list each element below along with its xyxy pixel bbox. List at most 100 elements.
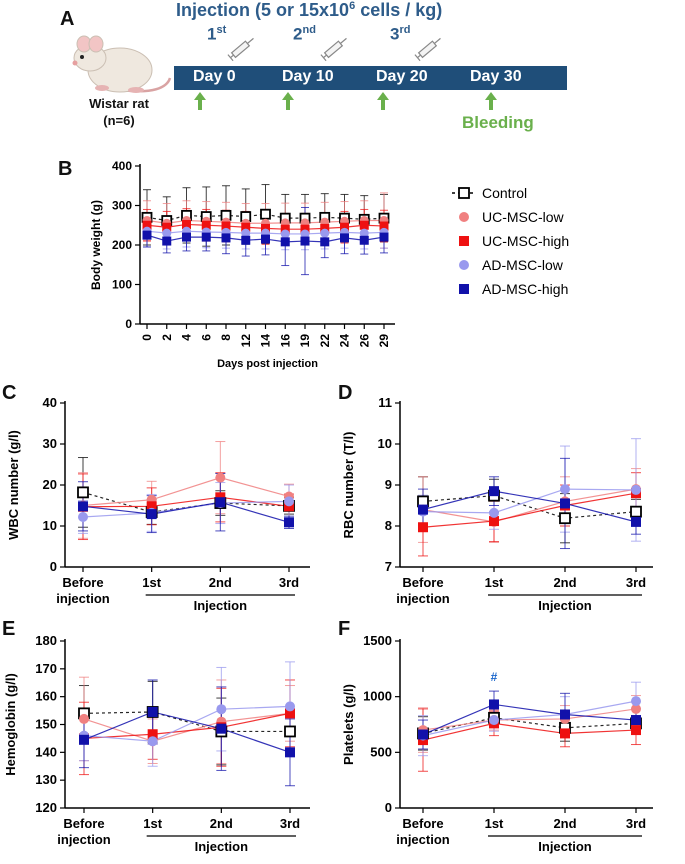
- data-point-ad-msc-high: [418, 504, 428, 515]
- y-tick-label: 300: [112, 199, 132, 213]
- injection-3-suffix: rd: [399, 24, 411, 36]
- series-line-ad-msc-low: [422, 700, 637, 737]
- data-point-ad-msc-high: [489, 699, 499, 710]
- x-tick-label: 2nd: [209, 575, 232, 590]
- data-point-ad-msc-high: [300, 236, 310, 246]
- data-point-ad-msc-low: [216, 704, 227, 715]
- y-tick-label: 140: [35, 744, 57, 759]
- x-tick-label: 2: [160, 334, 174, 341]
- y-axis-label: Body weight (g): [89, 200, 103, 290]
- x-tick-label: 14: [259, 334, 273, 348]
- legend-marker-ad-msc-low: [459, 260, 469, 270]
- injection-2-label: 2nd: [293, 24, 316, 45]
- data-point-uc-msc-low: [631, 703, 641, 714]
- x-tick-label: 3rd: [626, 575, 646, 590]
- y-axis-label: Platelets (g/l): [341, 684, 356, 765]
- data-point-ad-msc-high: [147, 706, 158, 717]
- series-line-ad-msc-high: [422, 490, 637, 523]
- y-axis-label: RBC number (T/l): [341, 432, 356, 539]
- x-tick-label: injection: [396, 591, 450, 606]
- data-point-ad-msc-high: [201, 232, 211, 242]
- y-tick-label: 7: [385, 559, 392, 574]
- data-point-ad-msc-low: [320, 228, 330, 238]
- x-tick-label: 4: [180, 334, 194, 341]
- series-line-control: [83, 711, 290, 733]
- x-tick-label: 12: [239, 334, 253, 348]
- data-point-uc-msc-high: [359, 220, 369, 230]
- data-point-ad-msc-high: [418, 729, 428, 740]
- data-point-uc-msc-high: [142, 220, 152, 230]
- y-tick-label: 120: [35, 800, 57, 815]
- y-tick-label: 8: [385, 518, 392, 533]
- data-point-uc-msc-high: [489, 516, 499, 527]
- data-point-ad-msc-high: [560, 709, 570, 720]
- injection-3-label: 3rd: [390, 24, 410, 45]
- syringe-icon: [227, 37, 254, 62]
- data-point-uc-msc-high: [146, 501, 157, 512]
- timeline-day-20: Day 20: [376, 68, 428, 85]
- x-axis-label: Days post injection: [217, 358, 318, 370]
- injection-1-number: 1: [207, 24, 217, 44]
- data-point-control: [77, 486, 89, 499]
- series-line-uc-msc-high: [422, 492, 637, 528]
- data-point-ad-msc-low: [560, 484, 570, 495]
- x-axis-label: Injection: [195, 839, 249, 854]
- y-tick-label: 1500: [363, 633, 392, 648]
- data-point-uc-msc-high: [261, 223, 270, 233]
- y-tick-label: 10: [378, 436, 392, 451]
- x-tick-label: 1st: [485, 816, 504, 831]
- series-line-ad-msc-low: [83, 705, 291, 742]
- x-tick-label: 3rd: [279, 575, 299, 590]
- data-point-ad-msc-low: [241, 228, 251, 238]
- data-point-ad-msc-low: [631, 696, 641, 707]
- data-point-ad-msc-high: [182, 232, 191, 242]
- data-point-control: [284, 725, 296, 738]
- data-point-ad-msc-high: [560, 498, 570, 509]
- y-tick-label: 0: [385, 800, 392, 815]
- series-line-control: [422, 495, 637, 519]
- x-tick-label: 3rd: [626, 816, 646, 831]
- y-tick-label: 500: [370, 744, 392, 759]
- y-tick-label: 200: [112, 238, 132, 252]
- injection-1-label: 1st: [207, 24, 226, 45]
- y-tick-label: 0: [125, 317, 132, 331]
- panel-letter-c: C: [2, 382, 17, 404]
- data-point-uc-msc-high: [300, 224, 310, 234]
- data-point-ad-msc-high: [379, 232, 389, 242]
- panel-letter-a: A: [60, 8, 75, 30]
- legend-marker-uc-msc-low: [459, 212, 469, 222]
- data-point-ad-msc-high: [162, 236, 172, 246]
- chart-hemoglobin: 120 130 140 150 160 170 180 Hemoglobin (g/l) Bef…: [3, 633, 310, 854]
- data-point-ad-msc-low: [359, 228, 369, 238]
- x-tick-label: Before: [402, 575, 443, 590]
- rat-icon: [72, 35, 172, 93]
- data-point-uc-msc-high: [182, 219, 191, 229]
- data-point-uc-msc-high: [320, 223, 330, 233]
- series-line-uc-msc-low: [422, 708, 637, 731]
- data-point-uc-msc-high: [285, 708, 295, 719]
- y-axis-label: Hemoglobin (g/l): [3, 673, 18, 776]
- x-tick-label: 1st: [142, 575, 161, 590]
- data-point-uc-msc-low: [79, 713, 89, 724]
- data-point-ad-msc-high: [79, 734, 89, 745]
- data-point-ad-msc-high: [261, 234, 270, 244]
- data-point-ad-msc-high: [78, 501, 88, 512]
- x-tick-label: injection: [396, 832, 450, 847]
- data-point-ad-msc-high: [489, 486, 499, 497]
- y-tick-label: 170: [35, 661, 57, 676]
- y-tick-label: 150: [35, 717, 57, 732]
- series-line-ad-msc-high: [422, 703, 637, 736]
- x-tick-label: 24: [338, 334, 352, 348]
- x-tick-label: 2nd: [553, 575, 576, 590]
- y-tick-label: 180: [35, 633, 57, 648]
- series-line-uc-msc-low: [83, 712, 291, 742]
- y-tick-label: 9: [385, 477, 392, 492]
- y-tick-label: 30: [43, 436, 57, 451]
- data-point-ad-msc-low: [280, 229, 290, 239]
- x-tick-label: 8: [219, 334, 233, 341]
- x-tick-label: injection: [56, 591, 110, 606]
- series-line-control: [82, 491, 290, 513]
- data-point-ad-msc-high: [359, 235, 369, 245]
- x-tick-label: Before: [402, 816, 443, 831]
